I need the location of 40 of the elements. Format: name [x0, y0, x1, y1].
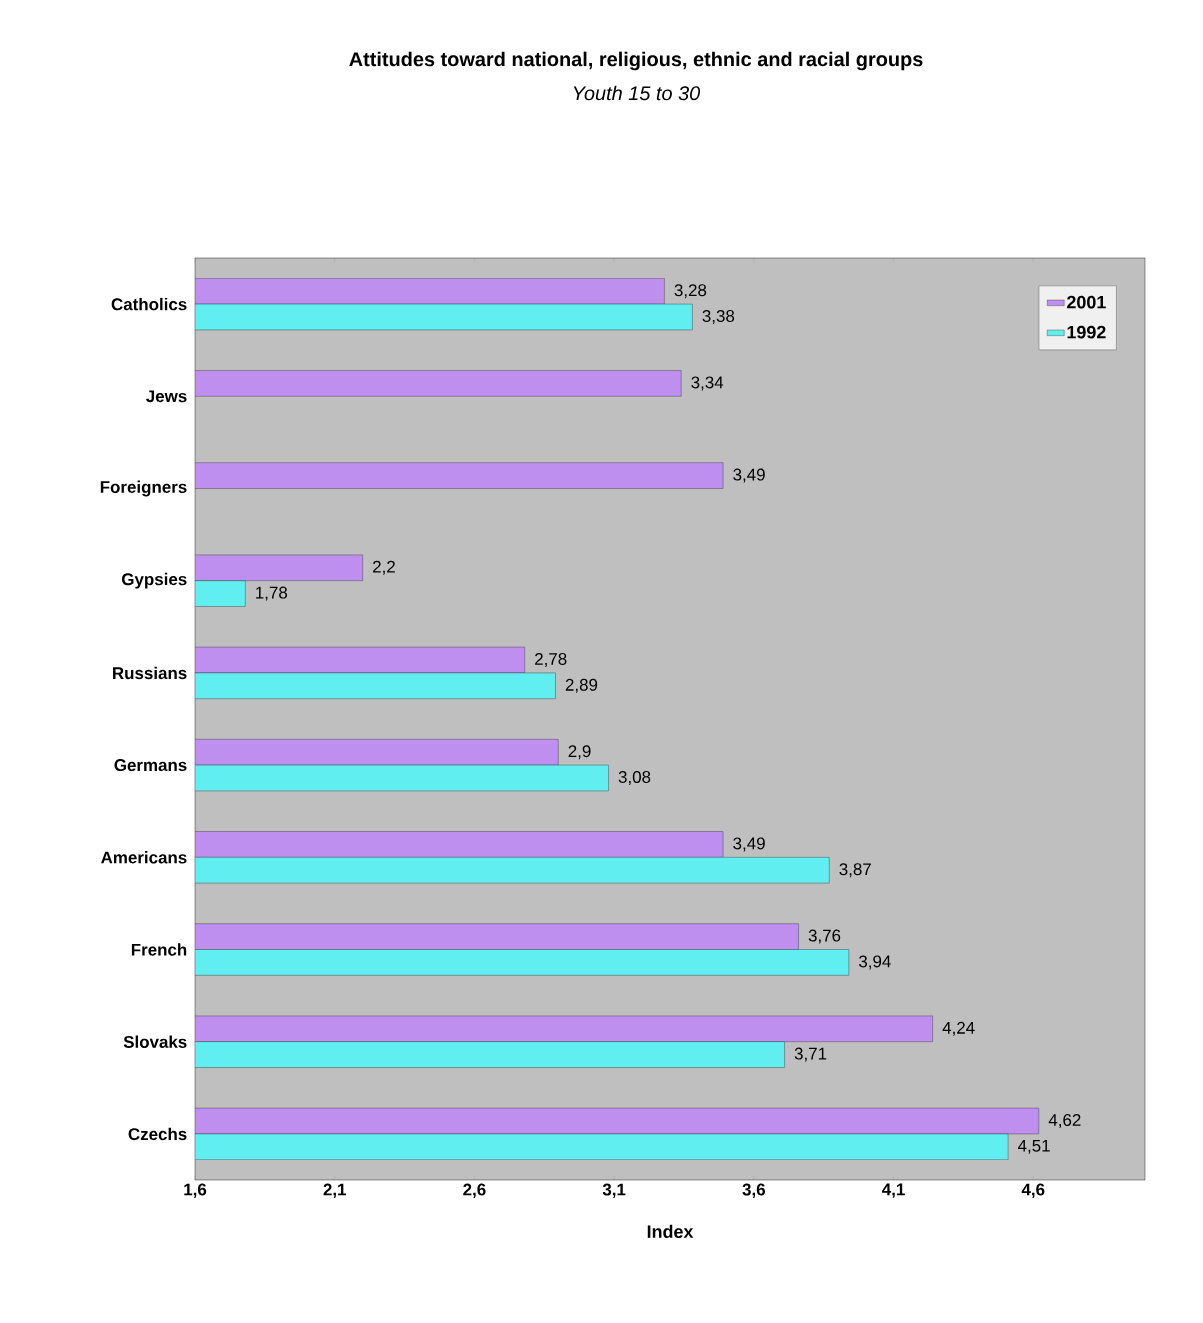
data-label: 3,49 — [733, 468, 765, 483]
data-label: 3,87 — [839, 863, 871, 878]
x-tick-label: 2,1 — [323, 1183, 347, 1198]
x-tick-label: 4,1 — [882, 1183, 905, 1198]
y-tick-label: Jews — [146, 390, 187, 403]
data-label: 2,89 — [565, 678, 598, 693]
legend-label: 2001 — [1067, 295, 1106, 309]
data-label: 3,34 — [691, 376, 724, 391]
data-label: 3,28 — [674, 284, 707, 299]
y-tick-label: Catholics — [111, 297, 187, 311]
data-label: 4,62 — [1048, 1114, 1081, 1128]
x-tick-label: 2,6 — [463, 1183, 486, 1198]
x-tick-label: 3,6 — [742, 1183, 765, 1198]
y-tick-label: French — [131, 943, 187, 956]
x-tick-label: 4,6 — [1021, 1183, 1045, 1198]
data-label: 3,49 — [733, 837, 765, 852]
data-label: 4,51 — [1018, 1139, 1050, 1154]
y-tick-label: Czechs — [128, 1127, 187, 1141]
y-tick-label: Foreigners — [100, 480, 187, 497]
x-axis-title: Index — [647, 1224, 694, 1238]
data-label: 2,78 — [535, 652, 567, 667]
chart-subtitle: Youth 15 to 30 — [573, 85, 701, 101]
x-tick-label: 1,6 — [184, 1183, 207, 1198]
y-tick-label: Gypsies — [122, 572, 187, 589]
data-label: 1,78 — [256, 586, 288, 601]
y-tick-label: Germans — [114, 759, 187, 772]
data-label: 3,08 — [618, 771, 651, 786]
data-label: 4,24 — [942, 1021, 975, 1036]
x-tick-label: 3,1 — [602, 1183, 626, 1198]
data-label: 3,71 — [794, 1047, 827, 1062]
data-label: 3,38 — [702, 310, 735, 325]
y-tick-label: Americans — [101, 851, 187, 864]
chart-title: Attitudes toward national, religious, ethnic and racial groups — [349, 51, 923, 71]
y-tick-label: Slovaks — [123, 1035, 187, 1048]
y-tick-label: Russians — [113, 666, 187, 680]
data-label: 2,9 — [568, 745, 591, 760]
data-label: 3,94 — [858, 955, 891, 970]
legend-label: 1992 — [1067, 325, 1106, 339]
data-label: 2,2 — [373, 560, 395, 575]
data-label: 3,76 — [808, 929, 841, 944]
